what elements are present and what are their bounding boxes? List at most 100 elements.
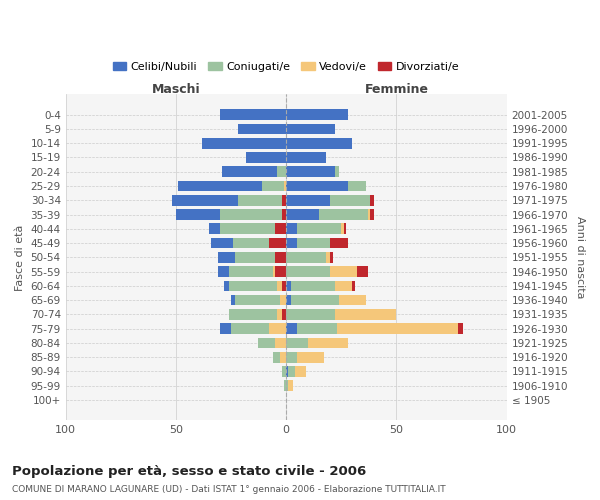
Bar — [233, 238, 269, 248]
Bar — [357, 266, 368, 277]
Bar — [286, 152, 326, 163]
Bar — [229, 280, 277, 291]
Bar — [275, 338, 286, 348]
Bar — [238, 124, 286, 134]
Bar — [277, 166, 286, 177]
Bar — [176, 209, 220, 220]
Bar — [286, 238, 297, 248]
Bar — [297, 352, 323, 362]
Bar — [370, 209, 374, 220]
Bar — [220, 324, 231, 334]
Bar — [286, 124, 335, 134]
Bar — [277, 280, 282, 291]
Bar — [370, 195, 374, 205]
Bar — [286, 166, 335, 177]
Bar — [275, 224, 286, 234]
Bar — [286, 295, 290, 306]
Bar — [297, 238, 331, 248]
Bar — [348, 180, 365, 192]
Bar — [257, 338, 275, 348]
Bar — [231, 295, 235, 306]
Bar — [352, 280, 355, 291]
Bar — [335, 309, 397, 320]
Bar — [297, 224, 341, 234]
Bar — [280, 352, 286, 362]
Text: Popolazione per età, sesso e stato civile - 2006: Popolazione per età, sesso e stato civil… — [12, 465, 366, 478]
Bar — [282, 366, 286, 377]
Bar — [290, 295, 339, 306]
Bar — [282, 195, 286, 205]
Bar — [209, 224, 220, 234]
Bar — [331, 195, 370, 205]
Bar — [308, 338, 348, 348]
Bar — [286, 266, 331, 277]
Bar — [202, 138, 286, 148]
Bar — [289, 366, 295, 377]
Y-axis label: Anni di nascita: Anni di nascita — [575, 216, 585, 298]
Bar — [235, 252, 275, 262]
Bar — [286, 280, 290, 291]
Bar — [335, 166, 339, 177]
Bar — [235, 295, 280, 306]
Bar — [337, 324, 458, 334]
Bar — [282, 309, 286, 320]
Bar — [344, 224, 346, 234]
Bar — [222, 166, 277, 177]
Bar — [286, 252, 326, 262]
Bar — [269, 238, 286, 248]
Bar — [273, 266, 275, 277]
Bar — [319, 209, 368, 220]
Bar — [286, 195, 331, 205]
Bar — [280, 295, 286, 306]
Bar — [284, 380, 286, 391]
Bar — [277, 309, 282, 320]
Bar — [178, 180, 262, 192]
Bar — [172, 195, 238, 205]
Bar — [331, 266, 357, 277]
Bar — [220, 224, 275, 234]
Bar — [211, 238, 233, 248]
Bar — [247, 152, 286, 163]
Bar — [286, 110, 348, 120]
Bar — [331, 252, 332, 262]
Bar — [286, 309, 335, 320]
Bar — [286, 324, 297, 334]
Bar — [238, 195, 282, 205]
Bar — [229, 309, 277, 320]
Bar — [295, 366, 306, 377]
Bar — [231, 324, 269, 334]
Bar — [262, 180, 284, 192]
Bar — [286, 366, 289, 377]
Text: COMUNE DI MARANO LAGUNARE (UD) - Dati ISTAT 1° gennaio 2006 - Elaborazione TUTTI: COMUNE DI MARANO LAGUNARE (UD) - Dati IS… — [12, 485, 446, 494]
Legend: Celibi/Nubili, Coniugati/e, Vedovi/e, Divorziati/e: Celibi/Nubili, Coniugati/e, Vedovi/e, Di… — [109, 58, 464, 76]
Bar — [275, 266, 286, 277]
Bar — [218, 252, 235, 262]
Bar — [273, 352, 280, 362]
Bar — [331, 238, 348, 248]
Bar — [220, 209, 282, 220]
Bar — [220, 110, 286, 120]
Bar — [297, 324, 337, 334]
Bar — [282, 280, 286, 291]
Bar — [286, 224, 297, 234]
Bar — [286, 138, 352, 148]
Bar — [218, 266, 229, 277]
Bar — [269, 324, 286, 334]
Bar — [224, 280, 229, 291]
Bar — [458, 324, 463, 334]
Bar — [286, 209, 319, 220]
Bar — [229, 266, 273, 277]
Bar — [368, 209, 370, 220]
Bar — [341, 224, 344, 234]
Y-axis label: Fasce di età: Fasce di età — [15, 224, 25, 290]
Text: Femmine: Femmine — [364, 83, 428, 96]
Bar — [286, 338, 308, 348]
Bar — [289, 380, 293, 391]
Bar — [339, 295, 365, 306]
Text: Maschi: Maschi — [152, 83, 200, 96]
Bar — [275, 252, 286, 262]
Bar — [335, 280, 352, 291]
Bar — [284, 180, 286, 192]
Bar — [282, 209, 286, 220]
Bar — [326, 252, 331, 262]
